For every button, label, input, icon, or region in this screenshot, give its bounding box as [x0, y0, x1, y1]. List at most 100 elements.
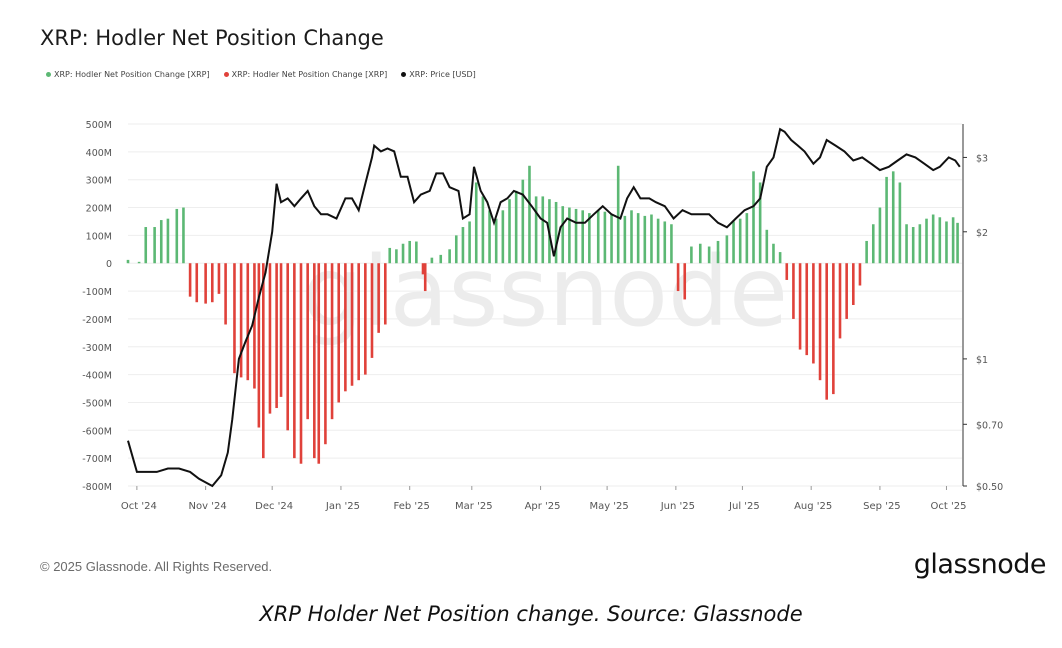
bar-positive	[481, 196, 485, 264]
x-tick-label: Jul '25	[728, 501, 760, 512]
bar-positive	[534, 196, 538, 264]
bar-positive	[596, 210, 600, 264]
bar-positive	[554, 201, 558, 264]
legend-swatch-positive	[46, 72, 51, 77]
legend-label-negative: XRP: Hodler Net Position Change [XRP]	[231, 70, 388, 79]
bar-negative	[299, 263, 303, 464]
bar-negative	[683, 263, 687, 300]
bar-positive	[878, 207, 882, 264]
bar-positive	[153, 227, 156, 264]
bar-positive	[474, 182, 478, 264]
bar-negative	[423, 263, 427, 292]
y-left-tick-label: 400M	[86, 148, 112, 159]
bar-negative	[195, 263, 199, 303]
bar-positive	[698, 243, 702, 264]
bar-positive	[911, 227, 915, 264]
bar-positive	[388, 247, 392, 264]
bar-negative	[845, 263, 848, 319]
bar-positive	[395, 249, 398, 264]
x-tick-label: Jun '25	[660, 501, 695, 512]
bar-negative	[188, 263, 192, 297]
bar-negative	[383, 263, 387, 325]
bar-positive	[508, 199, 511, 264]
y-left-tick-label: 200M	[86, 204, 112, 215]
bar-negative	[370, 263, 374, 358]
bar-positive	[630, 210, 633, 264]
bar-positive	[448, 249, 451, 264]
bar-negative	[257, 263, 261, 428]
bar-positive	[778, 252, 782, 264]
chart-plot: glassnode 500M 400M 300M 200M 100M 0 -100M -200…	[82, 120, 1003, 512]
bar-positive	[918, 224, 922, 264]
bar-negative	[337, 263, 341, 403]
bar-negative	[798, 263, 802, 350]
y-left-tick-label: -200M	[82, 315, 112, 326]
legend-item-positive[interactable]: XRP: Hodler Net Position Change [XRP]	[46, 70, 210, 79]
bar-negative	[364, 263, 367, 375]
y-left-tick-label: -800M	[82, 482, 112, 493]
price-line	[127, 127, 961, 488]
bar-positive	[408, 240, 411, 264]
bar-negative	[293, 263, 296, 459]
bar-negative	[818, 263, 822, 381]
x-tick-label: Aug '25	[794, 501, 832, 512]
bar-positive	[745, 213, 749, 264]
y-left-tick-label: -400M	[82, 371, 112, 382]
bar-positive	[716, 240, 720, 264]
bar-negative	[357, 263, 360, 381]
bar-positive	[439, 254, 443, 264]
bar-positive	[636, 213, 640, 264]
bar-positive	[616, 165, 620, 264]
bar-positive	[159, 220, 163, 264]
bar-negative	[676, 263, 680, 292]
y-right-tick-label: $0.50	[976, 482, 1003, 493]
bar-positive	[126, 259, 130, 264]
legend-item-negative[interactable]: XRP: Hodler Net Position Change [XRP]	[223, 70, 388, 79]
bar-positive	[461, 227, 465, 264]
y-left-tick-label: 0	[106, 259, 112, 270]
bar-positive	[623, 215, 627, 264]
x-tick-label: Jan '25	[325, 501, 360, 512]
y-left-tick-label: -500M	[82, 398, 112, 409]
bar-positive	[931, 214, 935, 264]
bar-positive	[430, 257, 434, 264]
y-left-tick-label: 500M	[86, 120, 112, 131]
bar-positive	[725, 235, 729, 264]
bar-negative	[812, 263, 815, 364]
bar-negative	[268, 263, 272, 414]
bar-negative	[852, 263, 855, 305]
bar-positive	[175, 208, 179, 264]
bar-negative	[344, 263, 347, 392]
bar-positive	[643, 215, 647, 264]
x-tick-label: Sep '25	[863, 501, 901, 512]
y-left-tick-label: -600M	[82, 426, 112, 437]
bar-negative	[858, 263, 862, 286]
x-tick-label: Dec '24	[255, 501, 293, 512]
bar-negative	[286, 263, 290, 431]
bar-negative	[785, 263, 789, 280]
bar-positive	[656, 218, 660, 264]
bar-positive	[765, 229, 769, 264]
bar-positive	[885, 176, 888, 264]
bar-positive	[925, 218, 928, 264]
y-left-tick-label: -100M	[82, 287, 112, 298]
legend-item-price[interactable]: XRP: Price [USD]	[401, 70, 476, 79]
y-right-tick-label: $1	[976, 355, 988, 366]
watermark: glassnode	[302, 236, 788, 348]
bar-negative	[825, 263, 828, 400]
bar-positive	[663, 221, 667, 264]
bar-negative	[792, 263, 795, 319]
bar-positive	[574, 208, 578, 264]
y-right-tick-label: $0.70	[976, 420, 1003, 431]
bar-positive	[166, 218, 170, 264]
bar-negative	[246, 263, 250, 381]
bar-positive	[144, 227, 148, 264]
y-left-tick-label: -700M	[82, 454, 112, 465]
bar-positive	[588, 213, 591, 264]
bar-negative	[210, 263, 214, 303]
y-left-tick-label: -300M	[82, 343, 112, 354]
bar-negative	[330, 263, 334, 420]
bar-positive	[468, 221, 471, 264]
chart-title: XRP: Hodler Net Position Change	[40, 26, 384, 50]
legend-label-positive: XRP: Hodler Net Position Change [XRP]	[54, 70, 210, 79]
